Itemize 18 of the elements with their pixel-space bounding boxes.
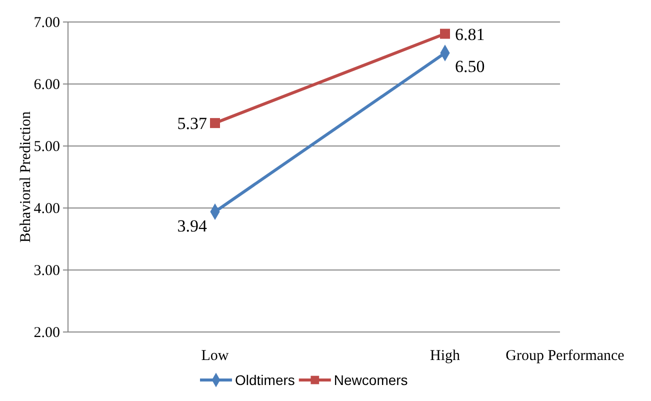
y-tick-label: 7.00: [34, 14, 60, 31]
x-axis-title: Group Performance: [506, 348, 625, 364]
point: [440, 28, 450, 39]
y-tick-label: 6.00: [34, 76, 60, 93]
x-tick-label: Low: [201, 348, 229, 364]
y-tick-label: 2.00: [34, 324, 60, 341]
legend-label: Oldtimers: [235, 372, 295, 388]
point: [210, 118, 220, 128]
data-label: 5.37: [177, 114, 208, 134]
x-tick-label: High: [430, 348, 460, 364]
y-tick-label: 5.00: [34, 138, 60, 155]
data-label: 3.94: [177, 216, 208, 236]
y-tick-label: 3.00: [34, 262, 60, 279]
legend-label: Newcomers: [334, 372, 408, 388]
y-axis-title: Behavioral Prediction: [18, 110, 34, 243]
data-label: 6.50: [455, 57, 485, 76]
data-label: 6.81: [455, 24, 485, 44]
y-tick-label: 4.00: [34, 200, 60, 217]
